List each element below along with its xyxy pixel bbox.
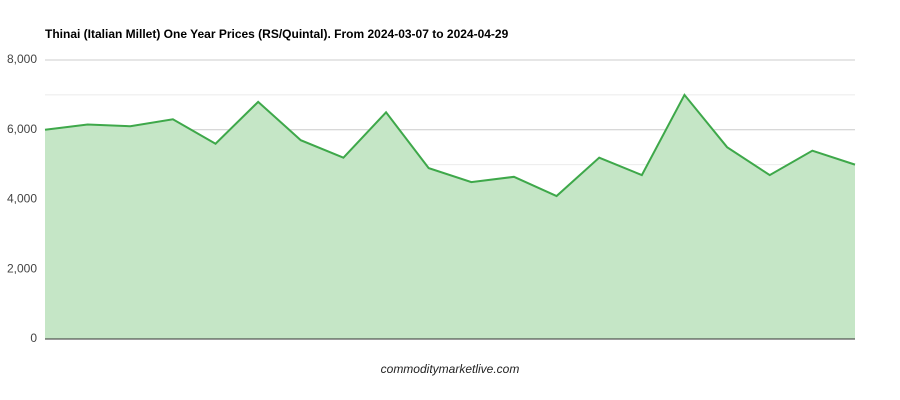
chart-title: Thinai (Italian Millet) One Year Prices … (45, 27, 509, 41)
x-axis-label: commoditymarketlive.com (381, 362, 520, 376)
line (44, 93, 856, 198)
y-tick-label: 6,000 (7, 122, 37, 136)
y-tick-label: 8,000 (7, 52, 37, 66)
y-tick-label: 4,000 (7, 192, 37, 206)
y-tick-label: 0 (30, 331, 37, 345)
area-fill (45, 94, 855, 339)
y-tick-label: 2,000 (7, 261, 37, 275)
